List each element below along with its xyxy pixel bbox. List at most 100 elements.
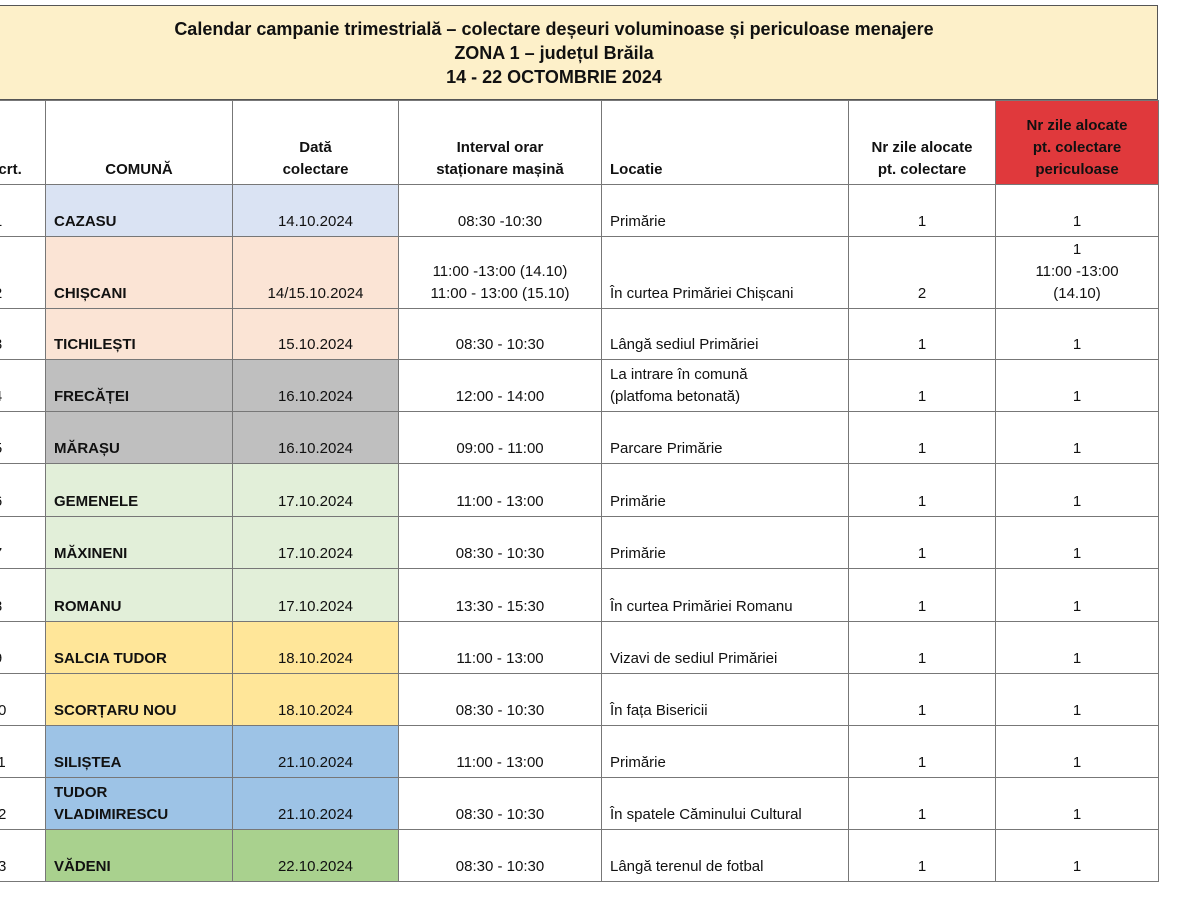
table-cell: 8 [0,568,46,622]
table-cell: 1 [848,184,996,237]
table-cell: 12:00 - 14:00 [398,359,602,412]
table-cell: 1 [848,308,996,360]
table-cell: CAZASU [45,184,233,237]
table-cell: TICHILEȘTI [45,308,233,360]
column-header: Nr zile alocate pt. colectare periculoas… [995,100,1159,185]
table-cell: Vizavi de sediul Primăriei [601,621,849,674]
table-cell: Primărie [601,516,849,569]
table-cell: Primărie [601,184,849,237]
table-cell: 17.10.2024 [232,463,399,517]
table-cell: 1 [848,411,996,464]
table-cell: 1 [995,568,1159,622]
table-cell: 2 [848,236,996,309]
table-cell: MĂXINENI [45,516,233,569]
table-cell: 1 [995,673,1159,726]
table-cell: 22.10.2024 [232,829,399,882]
table-cell: 15.10.2024 [232,308,399,360]
table-cell: Primărie [601,725,849,778]
table-cell: 4 [0,359,46,412]
table-cell: În spatele Căminului Cultural [601,777,849,830]
title-line: ZONA 1 – județul Brăila [454,42,654,63]
table-cell: 14.10.2024 [232,184,399,237]
table-cell: 1 [848,621,996,674]
table-cell: 7 [0,516,46,569]
table-cell: 1 [848,463,996,517]
table-cell: 16.10.2024 [232,411,399,464]
table-cell: 08:30 - 10:30 [398,829,602,882]
table-cell: VĂDENI [45,829,233,882]
table-cell: FRECĂȚEI [45,359,233,412]
table-cell: 5 [0,411,46,464]
table-cell: Lângă sediul Primăriei [601,308,849,360]
table-cell: 09:00 - 11:00 [398,411,602,464]
table-cell: SCORȚARU NOU [45,673,233,726]
document: Calendar campanie trimestrială – colecta… [0,5,1159,882]
table-cell: GEMENELE [45,463,233,517]
table-cell: 11:00 - 13:00 [398,621,602,674]
table-cell: 12 [0,777,46,830]
table-cell: 13 [0,829,46,882]
table-cell: 1 [995,411,1159,464]
table-cell: 1 [995,829,1159,882]
title-box: Calendar campanie trimestrială – colecta… [0,5,1158,100]
table-cell: 9 [0,621,46,674]
table-cell: SILIȘTEA [45,725,233,778]
table-cell: 1 [848,725,996,778]
table-cell: 1 [995,463,1159,517]
table-cell: 11 [0,725,46,778]
table-cell: 3 [0,308,46,360]
column-header: COMUNĂ [45,100,233,185]
table-cell: 1 [995,184,1159,237]
column-header: Nr. crt. [0,100,46,185]
table-cell: Lângă terenul de fotbal [601,829,849,882]
table-cell: TUDOR VLADIMIRESCU [45,777,233,830]
table-cell: 6 [0,463,46,517]
column-header: Locatie [601,100,849,185]
table-cell: 1 [848,516,996,569]
table-cell: 1 11:00 -13:00 (14.10) [995,236,1159,309]
column-header: Interval orar staționare mașină [398,100,602,185]
table-cell: 1 [995,725,1159,778]
table-cell: În curtea Primăriei Romanu [601,568,849,622]
table-cell: 21.10.2024 [232,777,399,830]
table-cell: 08:30 - 10:30 [398,516,602,569]
title-line: 14 - 22 OCTOMBRIE 2024 [446,66,662,87]
column-header: Dată colectare [232,100,399,185]
table-cell: 17.10.2024 [232,516,399,569]
table-cell: 1 [995,621,1159,674]
table-cell: 18.10.2024 [232,673,399,726]
table-cell: 1 [0,184,46,237]
table-cell: 1 [995,777,1159,830]
table-cell: În fața Bisericii [601,673,849,726]
table-cell: 21.10.2024 [232,725,399,778]
table-cell: 11:00 -13:00 (14.10) 11:00 - 13:00 (15.1… [398,236,602,309]
title-line: Calendar campanie trimestrială – colecta… [174,18,934,39]
table-cell: 18.10.2024 [232,621,399,674]
table-cell: Parcare Primărie [601,411,849,464]
table-cell: 13:30 - 15:30 [398,568,602,622]
table-cell: 1 [848,777,996,830]
table-cell: 17.10.2024 [232,568,399,622]
table-cell: 2 [0,236,46,309]
table-cell: În curtea Primăriei Chișcani [601,236,849,309]
table-cell: 16.10.2024 [232,359,399,412]
table-cell: ROMANU [45,568,233,622]
table-cell: 1 [995,308,1159,360]
table-cell: 10 [0,673,46,726]
table-cell: 08:30 - 10:30 [398,673,602,726]
table-cell: 08:30 - 10:30 [398,777,602,830]
